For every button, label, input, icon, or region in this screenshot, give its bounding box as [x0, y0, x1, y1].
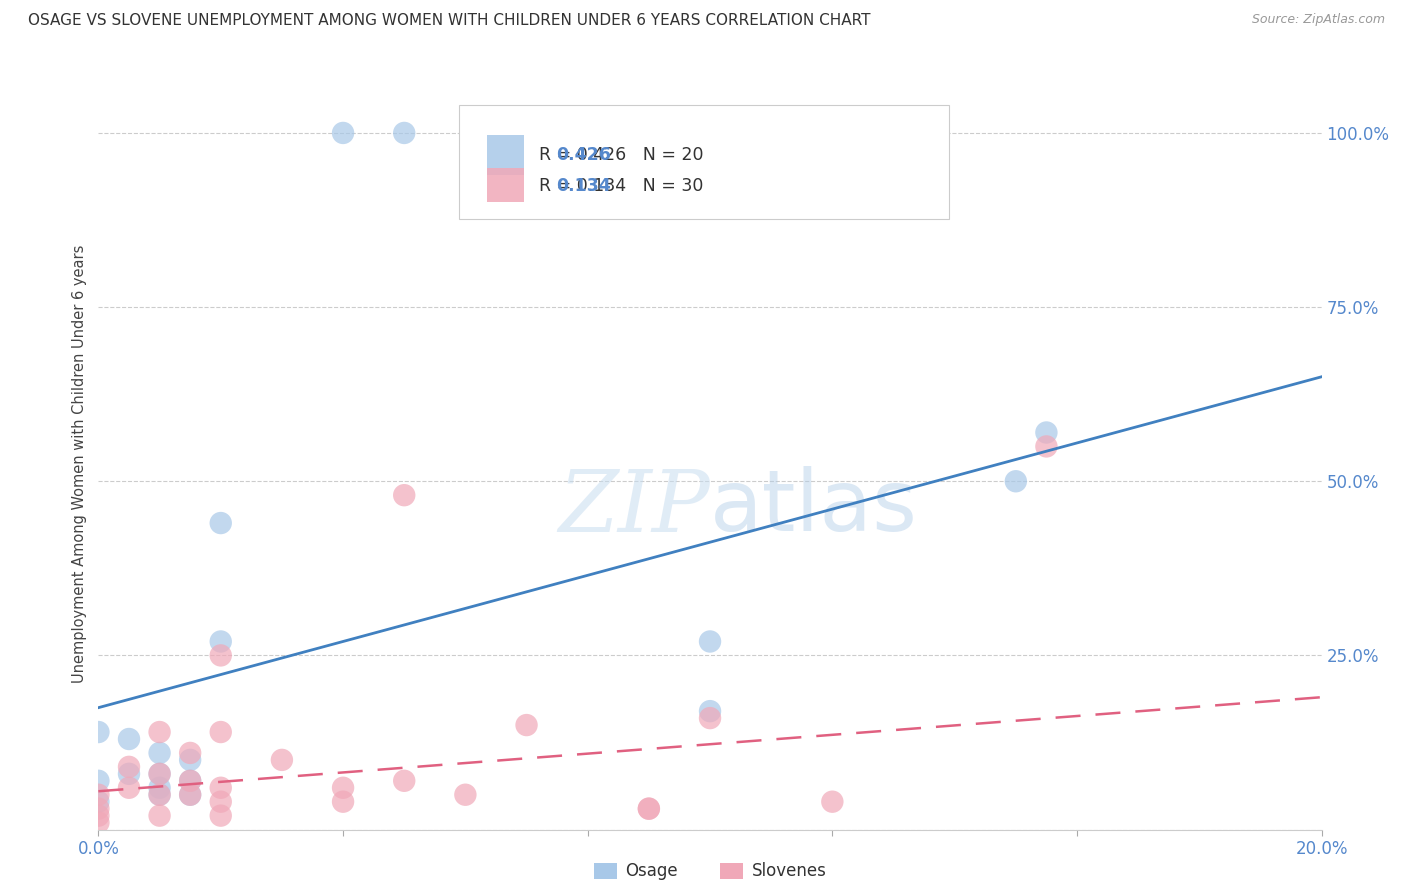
Point	[332, 795, 354, 809]
FancyBboxPatch shape	[488, 168, 524, 202]
Point	[179, 753, 201, 767]
Point	[209, 808, 232, 822]
Text: R = 0.426   N = 20: R = 0.426 N = 20	[538, 146, 703, 164]
Point	[209, 634, 232, 648]
Point	[454, 788, 477, 802]
Point	[87, 815, 110, 830]
Point	[118, 767, 141, 781]
Text: OSAGE VS SLOVENE UNEMPLOYMENT AMONG WOMEN WITH CHILDREN UNDER 6 YEARS CORRELATIO: OSAGE VS SLOVENE UNEMPLOYMENT AMONG WOME…	[28, 13, 870, 29]
Text: atlas: atlas	[710, 467, 918, 549]
Legend: Osage, Slovenes: Osage, Slovenes	[588, 855, 832, 887]
Point	[637, 802, 661, 816]
Point	[149, 808, 172, 822]
Point	[392, 773, 416, 788]
Point	[149, 788, 172, 802]
Point	[118, 731, 141, 746]
Point	[87, 808, 110, 822]
Point	[209, 516, 232, 530]
Point	[699, 634, 721, 648]
Y-axis label: Unemployment Among Women with Children Under 6 years: Unemployment Among Women with Children U…	[72, 244, 87, 683]
Point	[1035, 425, 1057, 440]
Point	[1004, 475, 1026, 489]
Text: 0.426: 0.426	[555, 146, 610, 164]
Text: Source: ZipAtlas.com: Source: ZipAtlas.com	[1251, 13, 1385, 27]
Point	[1035, 439, 1057, 453]
Point	[699, 704, 721, 718]
FancyBboxPatch shape	[460, 105, 949, 219]
Point	[516, 718, 538, 732]
Point	[332, 126, 354, 140]
Point	[179, 746, 201, 760]
Point	[637, 802, 661, 816]
Point	[209, 780, 232, 795]
FancyBboxPatch shape	[488, 135, 524, 175]
Point	[209, 795, 232, 809]
Point	[149, 746, 172, 760]
Text: 0.134: 0.134	[555, 177, 610, 194]
Point	[179, 773, 201, 788]
Point	[270, 753, 292, 767]
Point	[87, 802, 110, 816]
Text: ZIP: ZIP	[558, 467, 710, 549]
Point	[332, 780, 354, 795]
Point	[392, 488, 416, 502]
Point	[149, 788, 172, 802]
Point	[118, 760, 141, 774]
Point	[87, 795, 110, 809]
Point	[392, 126, 416, 140]
Point	[179, 788, 201, 802]
Point	[699, 711, 721, 725]
Point	[179, 788, 201, 802]
Point	[149, 767, 172, 781]
Point	[87, 773, 110, 788]
Point	[821, 795, 844, 809]
Point	[209, 648, 232, 663]
Point	[118, 780, 141, 795]
Point	[209, 725, 232, 739]
Point	[149, 780, 172, 795]
Text: R = 0.134   N = 30: R = 0.134 N = 30	[538, 177, 703, 194]
Point	[149, 767, 172, 781]
Point	[179, 773, 201, 788]
Point	[149, 725, 172, 739]
Point	[87, 725, 110, 739]
Point	[87, 788, 110, 802]
